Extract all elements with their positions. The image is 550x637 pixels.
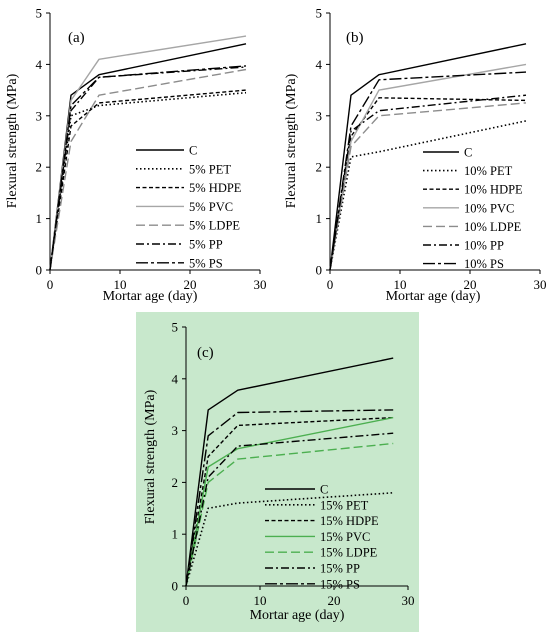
legend-label: 15% LDPE — [320, 546, 378, 560]
x-tick-label: 20 — [184, 277, 197, 292]
series-line-4 — [185, 416, 394, 587]
series-line-2 — [329, 120, 527, 271]
x-tick-label: 0 — [327, 277, 334, 292]
legend: C 5% PET 5% HDPE 5% PVC 5% LDPE 5% PP 5% PS — [136, 144, 242, 270]
legend-label: 5% HDPE — [189, 181, 242, 195]
y-tick-label: 2 — [36, 160, 43, 175]
chart-panel-3: 0 1 2 3 4 5 0 10 20 30 Flexural strength (MPa) Mort… — [136, 312, 419, 632]
x-tick-label: 10 — [254, 593, 267, 608]
y-tick-label: 3 — [172, 423, 179, 438]
x-axis-label: Mortar age (day) — [250, 608, 345, 623]
y-tick-label: 1 — [316, 211, 323, 226]
y-tick-label: 1 — [36, 211, 43, 226]
panel-label: (a) — [68, 30, 85, 46]
y-tick-label: 0 — [316, 263, 323, 278]
series-line-5 — [49, 68, 247, 271]
y-tick-label: 3 — [36, 108, 43, 123]
legend-label: 15% HDPE — [320, 514, 379, 528]
legend-label: 15% PP — [320, 562, 360, 576]
legend-label: 15% PVC — [320, 530, 370, 544]
legend-label: 5% PVC — [189, 200, 233, 214]
series-line-3 — [185, 416, 394, 587]
x-axis-label: Mortar age (day) — [386, 289, 481, 304]
chart-panel-1: 0 1 2 3 4 5 0 10 20 30 Flexural strength (MPa) Mort… — [5, 6, 267, 305]
series-line-4 — [49, 35, 247, 271]
series-line-1 — [185, 357, 394, 587]
y-tick-label: 0 — [36, 263, 43, 278]
x-tick-label: 0 — [47, 277, 54, 292]
y-tick-label: 5 — [172, 320, 179, 335]
legend-label: 5% LDPE — [189, 219, 240, 233]
legend-label: 15% PS — [320, 577, 360, 591]
legend: C15% PET 15% HDPE 15% PVC 15% LDPE 15% PP15%… — [265, 483, 379, 591]
x-tick-label: 30 — [402, 593, 415, 608]
legend-label: 10% PVC — [464, 201, 514, 215]
y-tick-label: 5 — [316, 6, 323, 21]
y-tick-label: 3 — [316, 108, 323, 123]
y-axis-label: Flexural strength (MPa) — [143, 389, 158, 524]
y-tick-label: 4 — [316, 57, 323, 72]
x-tick-label: 10 — [394, 277, 407, 292]
x-axis-label: Mortar age (day) — [103, 289, 198, 304]
y-tick-label: 2 — [316, 160, 323, 175]
legend-label: 10% LDPE — [464, 220, 522, 234]
legend-label: 5% PS — [189, 256, 223, 270]
y-tick-label: 4 — [36, 57, 43, 72]
series-line-6 — [185, 432, 394, 587]
legend-label: 5% PP — [189, 238, 223, 252]
legend-label: 10% PP — [464, 239, 504, 253]
x-tick-label: 30 — [254, 277, 267, 292]
chart-panel-2: 0 1 2 3 4 5 0 10 20 30 Flexural strength (MPa) Mort… — [284, 6, 547, 305]
legend-label: 10% HDPE — [464, 183, 523, 197]
y-tick-label: 2 — [172, 475, 179, 490]
x-tick-label: 10 — [114, 277, 127, 292]
y-tick-label: 0 — [172, 579, 179, 594]
series-line-5 — [329, 102, 527, 271]
series-line-2 — [185, 492, 394, 587]
legend-label: C — [464, 146, 472, 160]
x-tick-label: 20 — [328, 593, 341, 608]
x-tick-label: 20 — [464, 277, 477, 292]
series-line-1 — [329, 43, 527, 271]
y-axis-label: Flexural strength (MPa) — [5, 73, 20, 208]
legend-label: 15% PET — [320, 498, 369, 512]
x-tick-label: 0 — [183, 593, 190, 608]
panel-label: (c) — [197, 345, 214, 361]
series-line-7 — [329, 71, 527, 271]
legend-label: C — [189, 144, 197, 158]
legend-label: 10% PS — [464, 257, 504, 271]
y-axis-label: Flexural strength (MPa) — [284, 73, 299, 208]
y-tick-label: 1 — [172, 527, 179, 542]
y-tick-label: 5 — [36, 6, 43, 21]
series-line-1 — [49, 43, 247, 271]
series-line-7 — [49, 65, 247, 271]
series-line-3 — [49, 89, 247, 271]
x-tick-label: 30 — [534, 277, 547, 292]
legend-label: 10% PET — [464, 164, 513, 178]
panel-background — [136, 312, 419, 632]
legend-label: 5% PET — [189, 162, 231, 176]
legend: C 10% PET 10% HDPE 10% PVC 10% LDPE 10% PP 10%… — [423, 146, 523, 271]
series-line-7 — [185, 409, 394, 587]
y-tick-label: 4 — [172, 371, 179, 386]
panel-label: (b) — [346, 30, 364, 46]
legend-label: C — [320, 483, 328, 497]
